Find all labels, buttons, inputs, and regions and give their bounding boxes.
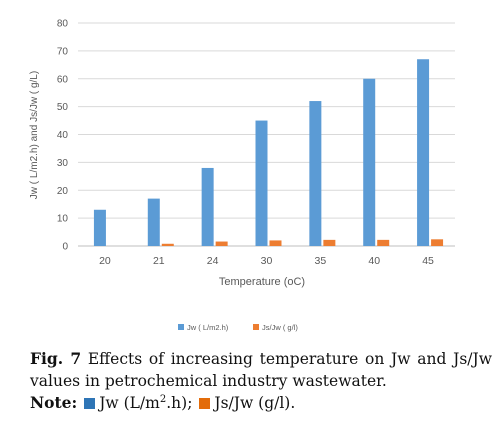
y-tick-label: 0	[62, 242, 68, 253]
figure-caption: Fig. 7 Effects of increasing temperature…	[30, 348, 492, 414]
legend: Jw ( L/m2.h) Js/Jw ( g/l)	[178, 323, 298, 332]
bar-jw	[363, 78, 376, 246]
x-tick-label: 21	[153, 255, 165, 267]
bar-js-jw	[431, 239, 444, 246]
bar-js-jw	[215, 241, 228, 246]
y-tick-label: 80	[57, 19, 69, 30]
y-tick-label: 10	[57, 214, 69, 225]
bar-jw	[201, 167, 214, 246]
bar-js-jw	[323, 239, 336, 246]
bar-jw	[147, 198, 160, 246]
legend-label: Jw ( L/m2.h)	[187, 323, 229, 332]
x-tick-label: 45	[422, 255, 434, 267]
y-tick-label: 60	[57, 74, 69, 85]
jw-swatch	[84, 398, 96, 409]
x-tick-label: 24	[207, 255, 219, 267]
x-tick-label: 35	[315, 255, 327, 267]
bar-js-jw	[269, 240, 282, 246]
y-tick-label: 20	[57, 186, 69, 197]
note-jw-text: Jw (L/m2.h);	[99, 393, 193, 412]
x-tick-label: 20	[99, 255, 111, 267]
js-swatch	[199, 398, 211, 409]
x-tick-label: 30	[261, 255, 273, 267]
bar-js-jw	[377, 239, 390, 246]
y-axis-label: Jw ( L/m2.h) and Js/Jw ( g/L)	[29, 71, 40, 199]
bar-jw	[309, 101, 322, 246]
y-tick-label: 50	[57, 102, 69, 113]
x-tick-label: 40	[368, 255, 380, 267]
y-tick-label: 70	[57, 46, 69, 57]
bar-jw	[417, 59, 430, 246]
bar-jw	[255, 120, 268, 246]
x-tick-labels: 20 21 24 30 35 40 45	[99, 255, 434, 267]
x-axis-label: Temperature (oC)	[219, 276, 305, 288]
y-tick-label: 40	[57, 130, 69, 141]
bar-chart: 0 10 20 30 40 50 60 70 80 20 21 24 30 35 40 45 Jw ( L/…	[29, 19, 455, 332]
legend-swatch	[253, 324, 259, 330]
y-tick-labels: 0 10 20 30 40 50 60 70 80	[57, 19, 69, 253]
bar-js-jw	[161, 243, 174, 246]
figure-label: Fig. 7	[30, 349, 82, 368]
note-js-text: Js/Jw (g/l).	[214, 394, 296, 412]
bars	[93, 59, 444, 246]
legend-swatch	[178, 324, 184, 330]
y-tick-label: 30	[57, 158, 69, 169]
note-label: Note:	[30, 393, 78, 412]
legend-label: Js/Jw ( g/l)	[262, 323, 298, 332]
bar-jw	[93, 209, 106, 246]
caption-text: Effects of increasing temperature on Jw …	[30, 350, 492, 390]
